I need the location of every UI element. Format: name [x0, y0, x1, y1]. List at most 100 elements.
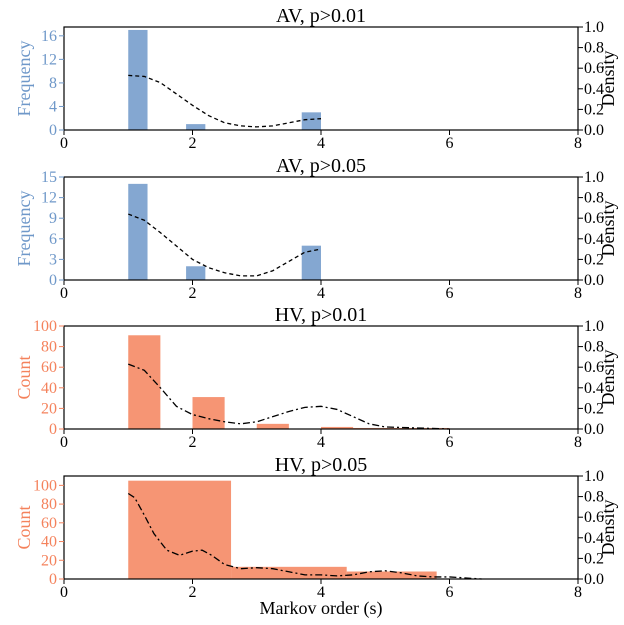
y2-tick-label: 0.8 — [584, 339, 604, 356]
subplot-title: HV, p>0.05 — [275, 454, 368, 476]
y2-tick-label: 0.6 — [584, 60, 604, 77]
x-tick-label: 0 — [60, 584, 68, 601]
subplot-title: HV, p>0.01 — [275, 304, 368, 326]
histogram-bar — [186, 266, 206, 280]
y-tick-label: 3 — [49, 251, 57, 268]
x-tick-label: 4 — [317, 584, 325, 601]
y-tick-label: 9 — [49, 210, 57, 227]
y2-tick-label: 0.6 — [584, 210, 604, 227]
histogram-bar — [128, 183, 148, 280]
y2-tick-label: 0.4 — [584, 231, 604, 248]
y-tick-label: 20 — [41, 400, 57, 417]
x-tick-label: 0 — [60, 285, 68, 302]
x-tick-label: 4 — [317, 285, 325, 302]
y-tick-label: 0 — [49, 571, 57, 588]
histogram-bar — [186, 124, 206, 130]
y-axis-label: Frequency — [14, 191, 34, 267]
histogram-bar — [192, 397, 225, 429]
y2-tick-label: 0.4 — [584, 380, 604, 397]
kde-density-line — [128, 363, 450, 430]
y2-tick-label: 1.0 — [584, 468, 604, 485]
y2-tick-label: 0.8 — [584, 489, 604, 506]
kde-density-line — [128, 74, 322, 128]
y-tick-label: 80 — [41, 496, 57, 513]
subplot-4: HV, p>0.050 2 4 6 80204060801000.00.20.40.60… — [14, 454, 618, 619]
y-tick-label: 60 — [41, 359, 57, 376]
y2-axis-label: Density — [598, 51, 618, 107]
y-tick-label: 15 — [41, 169, 57, 186]
histogram-bar — [321, 426, 354, 429]
y-tick-label: 0 — [49, 272, 57, 289]
kde-density-line — [127, 492, 482, 580]
y-tick-label: 100 — [33, 477, 57, 494]
x-tick-label: 0 — [60, 135, 68, 152]
histogram-bar — [301, 112, 321, 130]
histogram-bar — [231, 566, 347, 579]
y2-tick-label: 0.8 — [584, 40, 604, 57]
y-tick-label: 6 — [49, 231, 57, 248]
y-tick-label: 80 — [41, 339, 57, 356]
y-tick-label: 8 — [49, 75, 57, 92]
y2-tick-label: 0.2 — [584, 101, 604, 118]
y2-tick-label: 0.6 — [584, 359, 604, 376]
y2-axis-label: Density — [598, 350, 618, 406]
y-tick-label: 40 — [41, 534, 57, 551]
x-tick-label: 6 — [446, 135, 454, 152]
x-tick-label: 4 — [317, 434, 325, 451]
y-axis-label: Count — [14, 505, 34, 549]
y-tick-label: 60 — [41, 515, 57, 532]
x-tick-label: 6 — [446, 285, 454, 302]
x-tick-label: 0 — [60, 434, 68, 451]
y-axis-label: Frequency — [14, 41, 34, 117]
x-tick-label: 8 — [574, 285, 582, 302]
y2-tick-label: 0.4 — [584, 530, 604, 547]
y-tick-label: 0 — [49, 122, 57, 139]
y2-tick-label: 0.0 — [584, 571, 604, 588]
x-tick-label: 4 — [317, 135, 325, 152]
subplot-title: AV, p>0.01 — [276, 5, 366, 27]
x-tick-label: 8 — [574, 135, 582, 152]
y-tick-label: 20 — [41, 552, 57, 569]
x-tick-label: 2 — [189, 135, 197, 152]
kde-density-line — [128, 213, 322, 277]
y-tick-label: 16 — [41, 28, 57, 45]
y2-tick-label: 0.8 — [584, 190, 604, 207]
y2-tick-label: 0.0 — [584, 272, 604, 289]
y-tick-label: 100 — [33, 318, 57, 335]
x-tick-label: 2 — [189, 434, 197, 451]
y-axis-label: Count — [14, 355, 34, 399]
x-tick-label: 2 — [189, 285, 197, 302]
histogram-bar — [256, 423, 289, 429]
x-tick-label: 6 — [446, 434, 454, 451]
x-axis-label: Markov order (s) — [260, 598, 383, 619]
y-tick-label: 0 — [49, 421, 57, 438]
y-tick-label: 4 — [49, 98, 57, 115]
subplot-2: AV, p>0.050 2 4 6 8036912150.00.20.40.60.81.… — [14, 155, 618, 302]
y2-tick-label: 0.4 — [584, 81, 604, 98]
y2-tick-label: 1.0 — [584, 318, 604, 335]
histogram-bar — [346, 571, 437, 579]
y2-tick-label: 1.0 — [584, 169, 604, 186]
subplot-1: AV, p>0.01 0 2 4 6 8 0 4 8 12 16 0.0 0.2 0.4 0.6 0.8 1.0… — [14, 5, 618, 152]
subplot-title: AV, p>0.05 — [276, 155, 366, 177]
y2-tick-label: 0.2 — [584, 400, 604, 417]
y2-tick-label: 0.2 — [584, 251, 604, 268]
y2-tick-label: 1.0 — [584, 19, 604, 36]
y2-tick-label: 0.2 — [584, 550, 604, 567]
y-tick-label: 12 — [41, 51, 57, 68]
x-tick-label: 8 — [574, 584, 582, 601]
histogram-bar — [301, 245, 321, 280]
x-tick-label: 8 — [574, 434, 582, 451]
y2-tick-label: 0.0 — [584, 421, 604, 438]
y2-axis-label: Density — [598, 500, 618, 556]
y-tick-label: 40 — [41, 380, 57, 397]
y-tick-label: 12 — [41, 190, 57, 207]
x-tick-label: 2 — [189, 584, 197, 601]
subplot-3: HV, p>0.010 2 4 6 80204060801000.00.20.40.60… — [14, 304, 618, 451]
x-tick-label: 6 — [446, 584, 454, 601]
y2-tick-label: 0.0 — [584, 122, 604, 139]
histogram-bar — [128, 480, 232, 579]
histogram-bar — [128, 29, 148, 131]
y2-axis-label: Density — [598, 201, 618, 257]
